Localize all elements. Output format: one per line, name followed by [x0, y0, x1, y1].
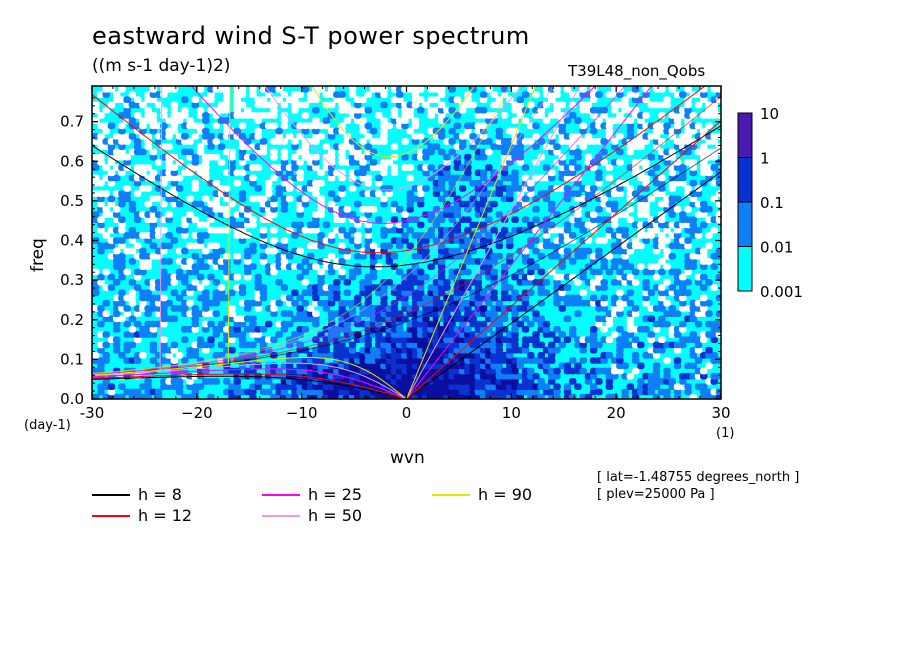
y-axis-unit: (day-1) [24, 418, 71, 433]
legend-line-h90 [432, 494, 470, 496]
x-tick-label: 20 [607, 404, 626, 422]
legend-h25: h = 25 [308, 485, 363, 504]
colorbar-segment [737, 246, 753, 292]
colorbar-label: 1 [760, 150, 770, 168]
y-tick-label: 0.1 [60, 350, 84, 368]
y-tick-label: 0.0 [60, 390, 84, 408]
power-field [92, 86, 721, 399]
colorbar-segment [737, 201, 753, 247]
y-tick-label: 0.2 [60, 311, 84, 329]
x-tick-label: −20 [181, 404, 213, 422]
colorbar-label: 10 [760, 105, 779, 123]
x-tick-label: 30 [711, 404, 730, 422]
info-lat: [ lat=-1.48755 degrees_north ] [597, 470, 800, 485]
chart-title: eastward wind S-T power spectrum [92, 22, 530, 50]
x-tick-label: 0 [402, 404, 412, 422]
colorbar: 0.001 0.01 0.1 1 10 [737, 105, 803, 301]
colorbar-label: 0.01 [760, 239, 793, 257]
run-label: T39L48_non_Qobs [568, 62, 706, 80]
x-tick-label: -30 [80, 404, 105, 422]
legend-line-h8 [92, 494, 130, 496]
legend-h50: h = 50 [308, 506, 363, 525]
x-tick-label: 10 [502, 404, 521, 422]
y-tick-label: 0.7 [60, 113, 84, 131]
colorbar-label: 0.001 [760, 283, 803, 301]
legend-line-h25 [262, 494, 300, 496]
colorbar-label: 0.1 [760, 194, 784, 212]
colorbar-segment [737, 112, 753, 158]
y-tick-label: 0.3 [60, 271, 84, 289]
legend-line-h50 [262, 515, 300, 517]
y-tick-label: 0.6 [60, 152, 84, 170]
y-tick-label: 0.5 [60, 192, 84, 210]
x-axis-unit: (1) [716, 426, 735, 441]
dispersion-curves [92, 86, 721, 399]
colorbar-segment [737, 157, 753, 203]
legend-h90: h = 90 [478, 485, 533, 504]
legend-line-h12 [92, 515, 130, 517]
legend-h12: h = 12 [138, 506, 193, 525]
x-axis-label: wvn [390, 448, 425, 468]
info-plev: [ plev=25000 Pa ] [597, 487, 715, 502]
legend-h8: h = 8 [138, 485, 182, 504]
chart-units: ((m s-1 day-1)2) [92, 56, 231, 76]
y-axis-label: freq [28, 238, 48, 272]
x-tick-label: −10 [286, 404, 318, 422]
axes: -30 −20 −10 0 10 20 30 0.0 0.1 0.2 0.3 0.4 0.5 0.6 0.7 [60, 86, 731, 422]
y-tick-label: 0.4 [60, 232, 84, 250]
